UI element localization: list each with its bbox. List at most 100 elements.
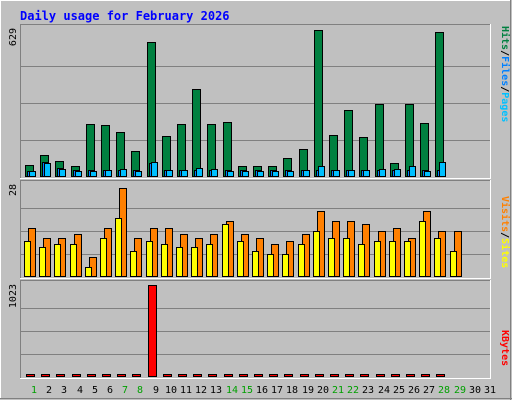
legend-separator: / (499, 50, 510, 56)
day-label-31: 31 (484, 385, 496, 396)
bar-pages-day-15 (242, 171, 249, 177)
bar-pages-day-17 (272, 171, 279, 177)
bar-hits-day-6 (101, 125, 110, 177)
bar-pages-day-8 (135, 171, 142, 177)
panel-kbytes: 1023 KBytes (8, 280, 510, 379)
day-label-20: 20 (317, 385, 329, 396)
bar-pages-day-5 (90, 171, 97, 177)
bar-kbytes-day-11 (178, 374, 187, 377)
bar-kbytes-day-7 (117, 374, 126, 377)
bar-sites-day-21 (328, 238, 335, 277)
day-label-30: 30 (469, 385, 481, 396)
bar-kbytes-day-15 (239, 374, 248, 377)
bar-sites-day-4 (70, 244, 77, 277)
legend-separator: / (499, 86, 510, 92)
legend-sites: Sites (499, 238, 511, 268)
day-label-23: 23 (362, 385, 374, 396)
legend-separator: / (499, 232, 510, 238)
day-label-29: 29 (454, 385, 466, 396)
day-label-1: 1 (31, 385, 37, 396)
day-label-18: 18 (286, 385, 298, 396)
bar-pages-day-16 (257, 171, 264, 177)
day-label-8: 8 (137, 385, 143, 396)
bar-sites-day-11 (176, 247, 183, 277)
panel-traffic: 629 Hits/Files/Pages (8, 24, 511, 179)
day-label-21: 21 (332, 385, 344, 396)
bar-sites-day-24 (374, 241, 381, 277)
series-kbytes (26, 285, 445, 377)
bar-kbytes-day-12 (193, 374, 202, 377)
day-label-5: 5 (92, 385, 98, 396)
bar-pages-day-7 (120, 169, 127, 177)
bar-sites-day-15 (237, 241, 244, 277)
bar-sites-day-16 (252, 251, 259, 277)
day-label-2: 2 (46, 385, 52, 396)
day-label-22: 22 (347, 385, 359, 396)
day-label-11: 11 (180, 385, 192, 396)
bar-kbytes-day-20 (315, 374, 324, 377)
day-label-17: 17 (271, 385, 283, 396)
day-label-14: 14 (226, 385, 238, 396)
day-label-15: 15 (241, 385, 253, 396)
bar-kbytes-day-26 (406, 374, 415, 377)
bar-kbytes-day-28 (436, 374, 445, 377)
y-max-label: 629 (8, 28, 19, 46)
bar-pages-day-27 (424, 171, 431, 177)
day-label-3: 3 (61, 385, 67, 396)
legend-kbytes: KBytes (499, 330, 510, 366)
bar-kbytes-day-5 (87, 374, 96, 377)
bar-sites-day-13 (206, 244, 213, 277)
bar-hits-day-12 (192, 89, 201, 177)
bar-sites-day-27 (419, 221, 426, 277)
bar-kbytes-day-1 (26, 374, 35, 377)
bar-sites-day-18 (282, 254, 289, 277)
day-label-24: 24 (378, 385, 390, 396)
bar-hits-day-20 (314, 30, 323, 177)
day-axis-labels: 1 2 3 4 5 6 7 8 9 10 11 12 13 14 15 16 17 18 19 20 21 22 23 24 2… (31, 385, 496, 396)
day-label-25: 25 (393, 385, 405, 396)
bar-sites-day-29 (450, 251, 457, 277)
bar-pages-day-24 (379, 169, 386, 177)
bar-pages-day-1 (29, 171, 36, 177)
bar-hits-day-11 (177, 124, 186, 177)
bar-pages-day-14 (227, 171, 234, 177)
bar-kbytes-day-27 (421, 374, 430, 377)
bar-pages-day-12 (196, 168, 203, 177)
bar-pages-day-3 (59, 169, 66, 177)
bar-kbytes-day-9 (148, 285, 157, 377)
bar-hits-day-26 (405, 104, 414, 177)
bar-pages-day-26 (409, 166, 416, 177)
legend-kbytes: KBytes (499, 330, 510, 366)
bar-hits-day-28 (435, 32, 444, 177)
bar-hits-day-22 (344, 110, 353, 177)
bar-sites-day-9 (146, 241, 153, 277)
y-max-label: 1023 (8, 284, 19, 308)
bar-sites-day-12 (191, 247, 198, 277)
day-label-26: 26 (408, 385, 420, 396)
bar-sites-day-2 (39, 247, 46, 277)
bar-sites-day-3 (54, 244, 61, 277)
bar-kbytes-day-4 (72, 374, 81, 377)
bar-hits-day-27 (420, 123, 429, 177)
bar-kbytes-day-3 (56, 374, 65, 377)
bar-kbytes-day-23 (360, 374, 369, 377)
plot-area (20, 280, 491, 379)
series-pages (29, 162, 446, 177)
bar-kbytes-day-24 (376, 374, 385, 377)
legend-files: Files (499, 56, 511, 86)
bar-pages-day-22 (348, 170, 355, 177)
bar-pages-day-4 (75, 171, 82, 177)
day-label-13: 13 (210, 385, 222, 396)
bar-pages-day-20 (318, 166, 325, 177)
bar-kbytes-day-16 (254, 374, 263, 377)
bar-sites-day-7 (115, 218, 122, 277)
legend-visitors: Visits/Sites (499, 196, 511, 268)
bar-hits-day-5 (86, 124, 95, 177)
bar-pages-day-19 (303, 170, 310, 177)
bar-pages-day-25 (394, 169, 401, 177)
bar-pages-day-13 (211, 169, 218, 177)
bar-sites-day-28 (434, 238, 441, 277)
bar-kbytes-day-13 (208, 374, 217, 377)
bar-kbytes-day-18 (284, 374, 293, 377)
